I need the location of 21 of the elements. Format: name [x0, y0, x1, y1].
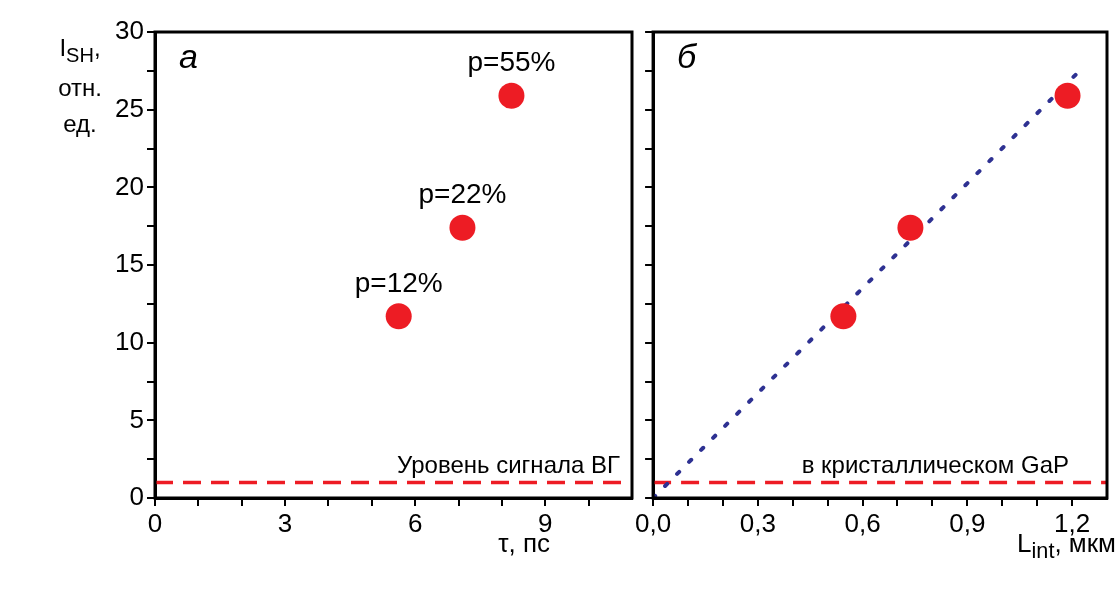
x-tick-label: 0,0	[634, 507, 672, 538]
y-axis-title: I$_{SH}$, отн. ед.	[58, 34, 102, 137]
x-tick-label: 3	[277, 507, 293, 538]
x-tick-label: 6	[407, 507, 423, 538]
x-tick-label: 0,6	[844, 507, 881, 538]
annotation: а	[179, 37, 198, 76]
y-tick-label: 30	[115, 15, 144, 46]
annotation: б	[677, 37, 699, 76]
x-tick-label: 0,3	[739, 507, 776, 538]
x-tick-label: 0,9	[949, 507, 986, 538]
annotation: p=22%	[418, 178, 507, 210]
annotation: p=55%	[467, 46, 556, 78]
y-tick-label: 0	[129, 481, 144, 512]
y-tick-label: 5	[129, 403, 144, 434]
ref-line-label: Уровень сигнала ВГ	[397, 451, 620, 479]
annotation: p=12%	[354, 266, 443, 298]
y-tick-label: 15	[115, 248, 144, 279]
y-tick-label: 10	[115, 325, 144, 356]
y-tick-label: 20	[115, 170, 144, 201]
ref-line-label: в кристаллическом GaP	[801, 451, 1069, 479]
y-tick-label: 25	[115, 92, 144, 123]
